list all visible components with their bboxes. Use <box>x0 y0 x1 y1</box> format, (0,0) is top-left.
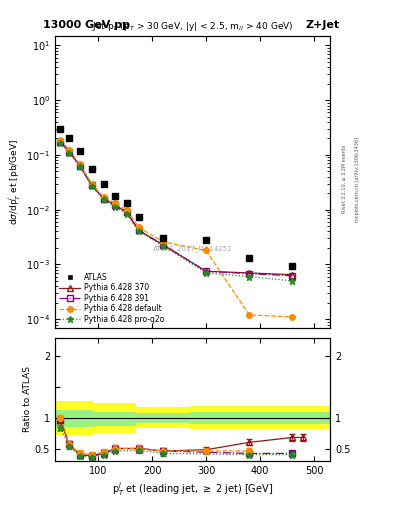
Line: Pythia 6.428 391: Pythia 6.428 391 <box>58 139 295 279</box>
Pythia 6.428 pro-q2o <box>77 163 82 169</box>
Pythia 6.428 default <box>113 200 118 206</box>
Pythia 6.428 default <box>67 146 72 153</box>
Pythia 6.428 370 <box>58 139 63 145</box>
ATLAS <box>89 166 94 172</box>
ATLAS <box>136 214 141 220</box>
Pythia 6.428 default <box>77 161 82 167</box>
Pythia 6.428 pro-q2o <box>161 243 165 249</box>
Text: Rivet 3.1.10, ≥ 3.2M events: Rivet 3.1.10, ≥ 3.2M events <box>342 145 346 214</box>
Y-axis label: d$\sigma$/dp$_T^j$ et [pb/GeV]: d$\sigma$/dp$_T^j$ et [pb/GeV] <box>7 139 23 225</box>
Pythia 6.428 370 <box>113 202 118 208</box>
Pythia 6.428 391 <box>67 148 72 155</box>
Pythia 6.428 pro-q2o <box>58 140 63 146</box>
ATLAS <box>125 200 129 206</box>
Legend: ATLAS, Pythia 6.428 370, Pythia 6.428 391, Pythia 6.428 default, Pythia 6.428 pr: ATLAS, Pythia 6.428 370, Pythia 6.428 39… <box>59 273 164 324</box>
Pythia 6.428 default <box>89 181 94 187</box>
Pythia 6.428 default <box>136 224 141 230</box>
Pythia 6.428 391 <box>136 227 141 233</box>
ATLAS <box>247 255 252 261</box>
ATLAS <box>204 237 208 243</box>
Pythia 6.428 pro-q2o <box>290 278 295 284</box>
Pythia 6.428 default <box>58 137 63 143</box>
Pythia 6.428 391 <box>58 139 63 145</box>
Pythia 6.428 pro-q2o <box>67 150 72 156</box>
ATLAS <box>101 181 106 187</box>
Pythia 6.428 370 <box>125 209 129 215</box>
Text: 13000 GeV pp: 13000 GeV pp <box>43 20 130 30</box>
Y-axis label: Ratio to ATLAS: Ratio to ATLAS <box>23 367 32 432</box>
Pythia 6.428 370 <box>204 268 208 274</box>
Line: Pythia 6.428 default: Pythia 6.428 default <box>58 137 295 319</box>
Pythia 6.428 default <box>247 312 252 318</box>
Pythia 6.428 391 <box>113 202 118 208</box>
Pythia 6.428 370 <box>89 182 94 188</box>
Pythia 6.428 default <box>161 239 165 245</box>
Pythia 6.428 391 <box>101 196 106 202</box>
Pythia 6.428 370 <box>290 272 295 278</box>
Pythia 6.428 370 <box>67 148 72 155</box>
Pythia 6.428 pro-q2o <box>125 210 129 217</box>
Pythia 6.428 391 <box>204 268 208 274</box>
Pythia 6.428 370 <box>247 270 252 276</box>
Pythia 6.428 pro-q2o <box>247 273 252 280</box>
Pythia 6.428 default <box>125 207 129 213</box>
Pythia 6.428 391 <box>247 270 252 276</box>
Pythia 6.428 391 <box>125 209 129 215</box>
Pythia 6.428 pro-q2o <box>136 228 141 234</box>
ATLAS <box>58 126 63 132</box>
Line: Pythia 6.428 pro-q2o: Pythia 6.428 pro-q2o <box>57 140 296 284</box>
Pythia 6.428 pro-q2o <box>204 270 208 276</box>
ATLAS <box>290 263 295 269</box>
Text: Z+Jet: Z+Jet <box>305 20 339 30</box>
Pythia 6.428 391 <box>77 162 82 168</box>
Pythia 6.428 391 <box>89 182 94 188</box>
Pythia 6.428 391 <box>161 242 165 248</box>
Text: ATLAS_2017_I1514251: ATLAS_2017_I1514251 <box>153 246 232 252</box>
Pythia 6.428 pro-q2o <box>113 204 118 210</box>
ATLAS <box>113 193 118 199</box>
Pythia 6.428 default <box>290 314 295 320</box>
Pythia 6.428 370 <box>101 196 106 202</box>
ATLAS <box>67 135 72 141</box>
Pythia 6.428 pro-q2o <box>101 196 106 202</box>
Pythia 6.428 default <box>204 247 208 253</box>
Line: Pythia 6.428 370: Pythia 6.428 370 <box>58 139 295 278</box>
Pythia 6.428 370 <box>77 162 82 168</box>
Text: mcplots.cern.ch [arXiv:1306.3436]: mcplots.cern.ch [arXiv:1306.3436] <box>355 137 360 222</box>
X-axis label: p$_T^j$ et (leading jet, $\geq$ 2 jet) [GeV]: p$_T^j$ et (leading jet, $\geq$ 2 jet) [… <box>112 480 273 498</box>
ATLAS <box>77 147 82 154</box>
Line: ATLAS: ATLAS <box>57 125 296 269</box>
Pythia 6.428 391 <box>290 273 295 279</box>
Pythia 6.428 pro-q2o <box>89 183 94 189</box>
Pythia 6.428 370 <box>161 242 165 248</box>
ATLAS <box>161 236 165 242</box>
Pythia 6.428 370 <box>136 227 141 233</box>
Pythia 6.428 default <box>101 194 106 200</box>
Text: Jet p$_T$ (p$_T$ > 30 GeV, |y| < 2.5, m$_{ll}$ > 40 GeV): Jet p$_T$ (p$_T$ > 30 GeV, |y| < 2.5, m$… <box>92 20 293 33</box>
